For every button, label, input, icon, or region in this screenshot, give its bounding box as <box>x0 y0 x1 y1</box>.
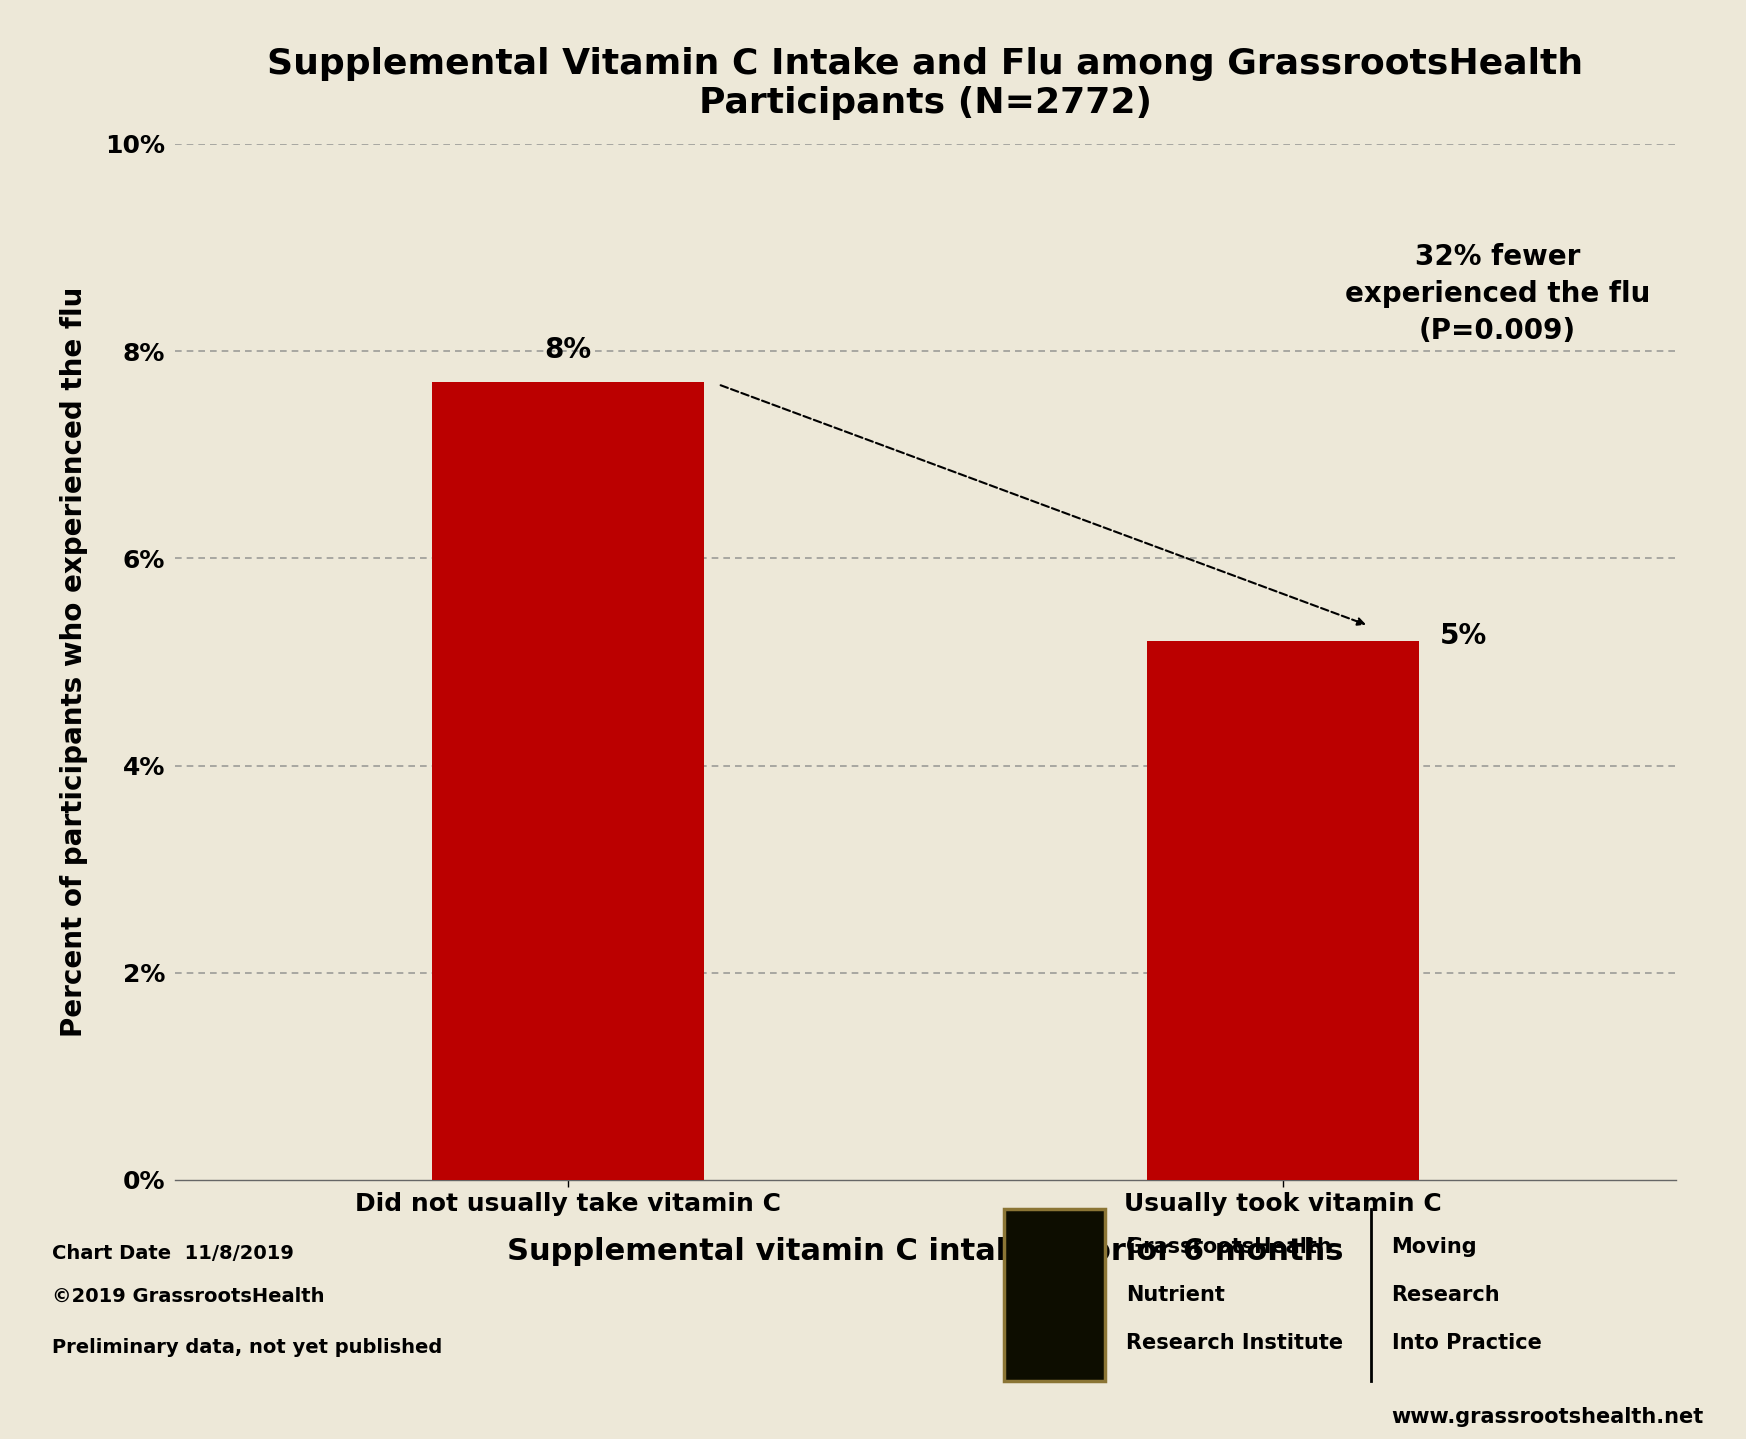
Text: Nutrient: Nutrient <box>1126 1285 1226 1305</box>
Text: 5%: 5% <box>1440 622 1488 650</box>
Ellipse shape <box>1020 1232 1090 1366</box>
Y-axis label: Percent of participants who experienced the flu: Percent of participants who experienced … <box>59 286 89 1038</box>
Bar <box>431 383 704 1180</box>
Text: ©2019 GrassrootsHealth: ©2019 GrassrootsHealth <box>52 1288 325 1307</box>
X-axis label: Supplemental vitamin C intake in prior 6 months: Supplemental vitamin C intake in prior 6… <box>506 1236 1344 1266</box>
Text: Research: Research <box>1392 1285 1500 1305</box>
Text: GrassrootsHealth: GrassrootsHealth <box>1126 1236 1332 1256</box>
Text: 32% fewer
experienced the flu
(P=0.009): 32% fewer experienced the flu (P=0.009) <box>1344 243 1650 345</box>
Text: 8%: 8% <box>545 335 592 364</box>
Text: Chart Date  11/8/2019: Chart Date 11/8/2019 <box>52 1245 295 1263</box>
Text: Into Practice: Into Practice <box>1392 1334 1542 1354</box>
Text: Preliminary data, not yet published: Preliminary data, not yet published <box>52 1338 443 1357</box>
Title: Supplemental Vitamin C Intake and Flu among GrassrootsHealth
Participants (N=277: Supplemental Vitamin C Intake and Flu am… <box>267 47 1584 121</box>
Text: Research Institute: Research Institute <box>1126 1334 1343 1354</box>
Bar <box>1147 642 1419 1180</box>
Text: www.grassrootshealth.net: www.grassrootshealth.net <box>1392 1407 1704 1427</box>
Text: Moving: Moving <box>1392 1236 1477 1256</box>
